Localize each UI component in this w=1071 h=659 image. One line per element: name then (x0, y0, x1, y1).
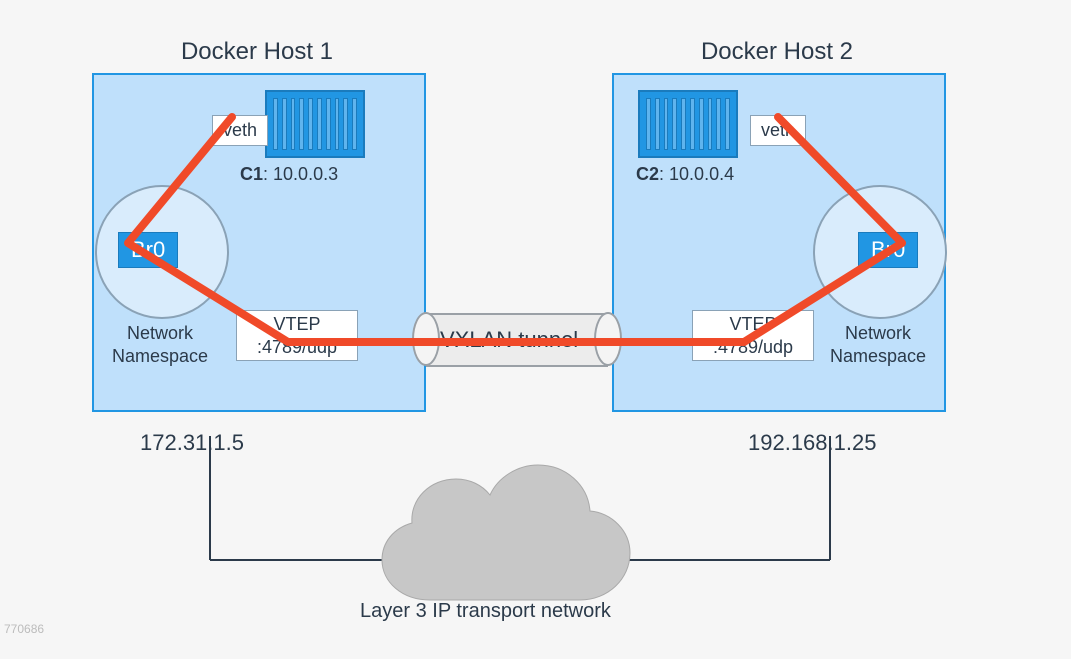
host2-veth: veth (750, 115, 806, 146)
host1-ip: 172.31.1.5 (140, 430, 244, 456)
host1-ns-line1: Network (127, 323, 193, 343)
watermark: 770686 (4, 622, 44, 636)
host2-ip: 192.168.1.25 (748, 430, 876, 456)
l3-network-label: Layer 3 IP transport network (360, 600, 611, 623)
host2-title: Docker Host 2 (612, 38, 942, 66)
host1-title: Docker Host 1 (92, 38, 422, 66)
host1-container-ip: 10.0.0.3 (273, 164, 338, 184)
host2-container-label: C2: 10.0.0.4 (636, 164, 734, 185)
host1-bridge: Br0 (118, 232, 178, 268)
host2-namespace-label: Network Namespace (813, 322, 943, 367)
host2-ns-line1: Network (845, 323, 911, 343)
host1-vtep-line1: VTEP (247, 313, 347, 336)
host1-namespace-label: Network Namespace (95, 322, 225, 367)
host1-ns-line2: Namespace (112, 346, 208, 366)
host2-container-name: C2 (636, 164, 659, 184)
host2-bridge: Br0 (858, 232, 918, 268)
host2-vtep-line1: VTEP (703, 313, 803, 336)
host1-veth: veth (212, 115, 268, 146)
host2-ns-line2: Namespace (830, 346, 926, 366)
host1-container-name: C1 (240, 164, 263, 184)
cloud-icon (382, 465, 630, 600)
host2-container-icon (638, 90, 738, 158)
diagram-stage: Docker Host 1 Br0 Network Namespace veth… (0, 0, 1071, 659)
host1-vtep: VTEP :4789/udp (236, 310, 358, 361)
host2-container-ip: 10.0.0.4 (669, 164, 734, 184)
host1-vtep-line2: :4789/udp (247, 336, 347, 359)
vxlan-tunnel-label: VXLAN tunnel (440, 327, 578, 353)
host1-container-label: C1: 10.0.0.3 (240, 164, 338, 185)
host1-container-icon (265, 90, 365, 158)
host2-vtep: VTEP :4789/udp (692, 310, 814, 361)
host2-vtep-line2: :4789/udp (703, 336, 803, 359)
